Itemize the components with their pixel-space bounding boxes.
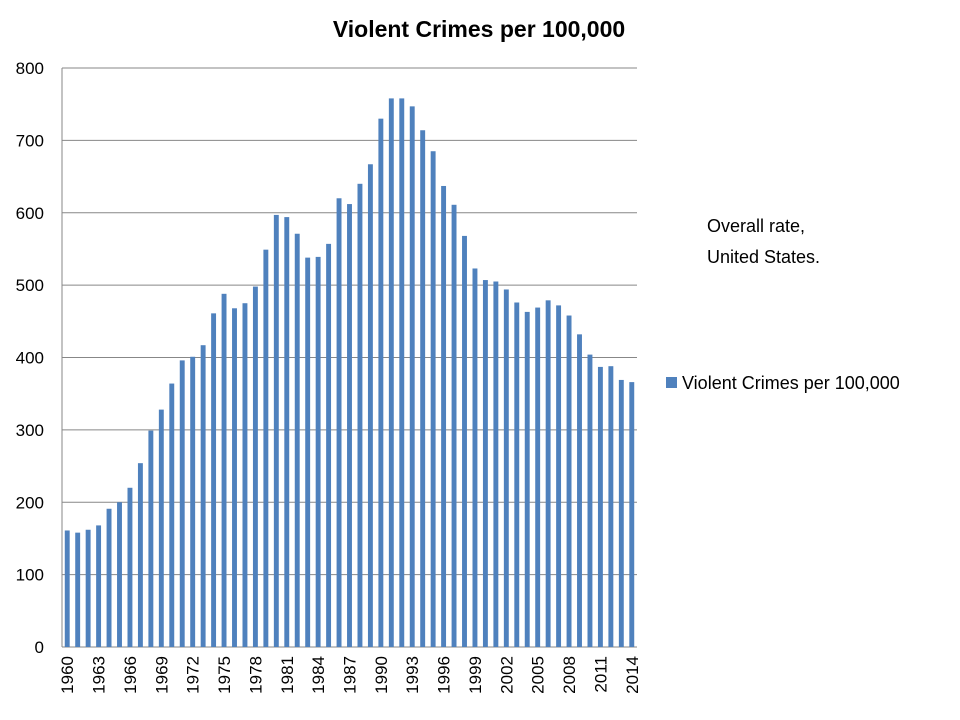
bar-1982 xyxy=(294,233,300,647)
x-tick-label: 2002 xyxy=(497,656,516,694)
bar-2005 xyxy=(535,307,541,647)
bar-2008 xyxy=(566,315,572,647)
bar-2013 xyxy=(618,379,624,647)
bar-1986 xyxy=(336,198,342,647)
x-axis-ticks: 1960 1963 1966 1969 1972 1975 1978 1981 1984 1987… xyxy=(58,656,642,694)
legend: Violent Crimes per 100,000 xyxy=(666,373,900,393)
x-tick-label: 1981 xyxy=(278,656,297,694)
x-tick-label: 1966 xyxy=(121,656,140,694)
bar-1988 xyxy=(357,183,363,648)
y-tick-label: 0 xyxy=(35,638,44,657)
x-tick-label: 1993 xyxy=(403,656,422,694)
bar-1962 xyxy=(85,529,91,647)
legend-label: Violent Crimes per 100,000 xyxy=(682,373,900,393)
y-tick-label: 100 xyxy=(16,566,44,585)
bar-1983 xyxy=(305,257,311,647)
y-tick-label: 400 xyxy=(16,349,44,368)
bar-1993 xyxy=(409,106,415,647)
bar-1969 xyxy=(158,409,164,647)
bar-1974 xyxy=(211,313,217,647)
bar-1979 xyxy=(263,249,269,647)
x-tick-label: 1999 xyxy=(466,656,485,694)
y-tick-label: 600 xyxy=(16,204,44,223)
x-tick-label: 2008 xyxy=(560,656,579,694)
bar-1985 xyxy=(326,243,332,647)
bar-1996 xyxy=(441,185,447,647)
y-tick-label: 800 xyxy=(16,59,44,78)
x-tick-label: 1987 xyxy=(341,656,360,694)
bar-1984 xyxy=(315,256,321,647)
bar-1966 xyxy=(127,487,133,647)
bar-2002 xyxy=(503,289,509,647)
bar-1970 xyxy=(169,383,175,647)
bar-1961 xyxy=(75,532,81,647)
bar-1977 xyxy=(242,303,248,647)
bar-2001 xyxy=(493,281,499,647)
x-tick-label: 1972 xyxy=(184,656,203,694)
bar-2004 xyxy=(524,311,530,647)
bar-1987 xyxy=(347,204,352,647)
bar-1968 xyxy=(148,430,154,647)
bar-1999 xyxy=(472,268,478,647)
bar-1964 xyxy=(106,508,112,647)
bar-2009 xyxy=(577,334,582,647)
chart-title: Violent Crimes per 100,000 xyxy=(333,16,625,42)
bar-1989 xyxy=(367,164,373,648)
bar-2000 xyxy=(482,280,488,647)
bar-2011 xyxy=(597,366,603,647)
bar-1976 xyxy=(232,308,237,647)
y-tick-label: 700 xyxy=(16,131,44,150)
bar-2007 xyxy=(556,305,562,647)
bar-1963 xyxy=(96,525,102,647)
bar-1998 xyxy=(462,235,467,647)
annotation-line-1: Overall rate, xyxy=(707,216,805,236)
bar-2010 xyxy=(587,354,593,647)
y-tick-label: 200 xyxy=(16,493,44,512)
x-tick-label: 1969 xyxy=(152,656,171,694)
y-axis-ticks: 0 100 200 300 400 500 600 700 800 xyxy=(16,59,44,657)
bar-1994 xyxy=(420,130,426,647)
bar-2012 xyxy=(608,366,614,647)
x-tick-label: 1984 xyxy=(309,656,328,694)
y-tick-label: 300 xyxy=(16,421,44,440)
x-tick-label: 1978 xyxy=(246,656,265,694)
x-tick-label: 1963 xyxy=(90,656,109,694)
bar-1992 xyxy=(399,98,405,647)
bar-1981 xyxy=(284,217,290,647)
bar-1980 xyxy=(273,214,279,647)
x-tick-label: 1996 xyxy=(435,656,454,694)
bar-1975 xyxy=(221,293,227,647)
bar-1967 xyxy=(137,463,143,647)
annotation-line-2: United States. xyxy=(707,247,820,267)
bar-2014 xyxy=(629,382,635,647)
bar-1965 xyxy=(117,502,122,647)
bar-1971 xyxy=(179,360,185,647)
x-tick-label: 1960 xyxy=(58,656,77,694)
y-tick-label: 500 xyxy=(16,276,44,295)
x-tick-label: 1975 xyxy=(215,656,234,694)
bar-1972 xyxy=(190,356,196,647)
bars xyxy=(64,98,635,648)
annotation: Overall rate, United States. xyxy=(707,216,820,267)
bar-1995 xyxy=(430,151,436,647)
bar-1991 xyxy=(388,98,394,647)
x-tick-label: 2011 xyxy=(591,656,610,693)
bar-1997 xyxy=(451,204,457,647)
x-tick-label: 2005 xyxy=(529,656,548,694)
bar-1978 xyxy=(252,286,258,647)
bar-2006 xyxy=(545,300,551,647)
x-tick-label: 1990 xyxy=(372,656,391,694)
bar-1960 xyxy=(64,530,70,647)
bar-1990 xyxy=(378,118,384,648)
bar-1973 xyxy=(200,345,206,647)
bar-2003 xyxy=(514,302,520,647)
legend-swatch xyxy=(666,377,677,388)
x-tick-label: 2014 xyxy=(623,656,642,694)
